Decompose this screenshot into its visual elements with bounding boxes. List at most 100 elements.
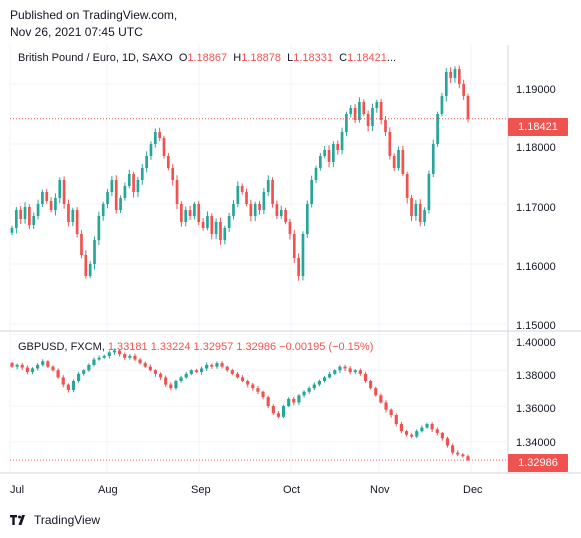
candle-body (93, 240, 96, 264)
published-date: Nov 26, 2021 07:45 UTC (10, 25, 143, 39)
candle-body (323, 150, 327, 156)
x-tick-sep: Sep (191, 484, 211, 496)
candle-body (371, 108, 374, 126)
candle-body (388, 132, 392, 156)
candle-body (62, 180, 66, 204)
candle-body (28, 207, 31, 225)
top-open: 1.18867 (187, 52, 228, 64)
candle-body (174, 381, 178, 389)
top-low: 1.18331 (293, 52, 333, 64)
candle-body (189, 370, 193, 374)
candle-body (214, 222, 218, 234)
candle-body (87, 364, 91, 371)
candle-body (292, 234, 296, 258)
candle-body (138, 359, 142, 364)
candle-body (256, 388, 260, 392)
candle-body (158, 132, 162, 138)
candle-body (384, 402, 388, 410)
candle-body (106, 192, 109, 204)
candle-body (245, 192, 248, 204)
candle-body (210, 364, 214, 367)
candle-body (312, 384, 316, 389)
candle-body (220, 363, 224, 367)
candle-body (112, 350, 117, 353)
candle-body (451, 445, 455, 453)
candle-body (343, 366, 347, 369)
candle-body (36, 204, 40, 216)
candle-body (340, 132, 344, 150)
x-tick-jul: Jul (10, 484, 25, 496)
candle-body (119, 198, 122, 210)
candle-body (249, 204, 253, 216)
candle-body (379, 395, 383, 403)
candle-body (36, 364, 40, 369)
candle-body (158, 373, 163, 378)
candle-body (206, 216, 209, 228)
candle-body (49, 201, 53, 210)
candle-body (41, 192, 44, 204)
candle-body (392, 156, 396, 168)
candle-body (301, 234, 305, 276)
candle-body (266, 180, 270, 192)
candle-body (369, 381, 373, 389)
candle-body (123, 186, 127, 198)
top-legend: British Pound / Euro, 1D, SAXO O1.18867 … (18, 52, 396, 64)
candle-body (427, 174, 431, 210)
top-high: 1.18878 (241, 52, 281, 64)
candle-body (453, 69, 457, 78)
candle-body (92, 359, 96, 365)
candle-body (61, 377, 65, 385)
candle-body (362, 102, 366, 114)
bottom-y-tick: 1.38000 (516, 370, 556, 382)
candle-body (284, 210, 287, 222)
candle-body (462, 84, 466, 96)
candle-body (401, 150, 405, 174)
candle-body (232, 204, 235, 216)
candle-body (10, 363, 14, 367)
candle-body (423, 210, 426, 222)
candle-body (143, 363, 147, 367)
candle-body (404, 431, 409, 435)
candle-body (287, 398, 291, 407)
candle-body (445, 438, 450, 446)
candle-body (149, 144, 153, 156)
candle-body (440, 96, 444, 114)
candle-body (133, 355, 137, 360)
top-y-tick: 1.16000 (516, 261, 556, 273)
top-l-label: L (287, 52, 294, 64)
candle-body (188, 210, 192, 216)
candle-body (456, 452, 460, 455)
candle-body (253, 204, 257, 216)
candle-body (84, 255, 88, 276)
candle-body (271, 406, 275, 414)
candle-body (266, 397, 270, 407)
candle-body (114, 180, 118, 210)
candle-body (88, 264, 92, 276)
top-o-label: O (178, 52, 188, 64)
candle-body (97, 357, 101, 360)
candle-body (449, 72, 452, 78)
candle-body (80, 234, 83, 255)
candle-body (251, 384, 255, 389)
candle-body (317, 381, 322, 385)
candle-body (246, 381, 250, 385)
candle-body (302, 391, 306, 396)
bottom-change: −0.00195 (−0.15%) (279, 341, 374, 353)
bottom-close: 1.32986 (236, 341, 277, 353)
top-h-label: H (233, 52, 242, 64)
candle-body (397, 150, 400, 168)
top-y-tick: 1.17000 (516, 202, 556, 214)
candle-body (279, 210, 283, 216)
candle-body (236, 186, 240, 204)
candle-body (118, 350, 122, 355)
bottom-last-price-tag: 1.32986 (508, 454, 568, 472)
bottom-high: 1.33224 (150, 341, 191, 353)
candle-body (307, 388, 311, 392)
candle-body (51, 366, 55, 371)
candle-body (262, 192, 266, 210)
top-y-tick: 1.18000 (516, 142, 556, 154)
candle-body (136, 180, 140, 192)
candle-body (197, 204, 201, 222)
published-line: Published on TradingView.com, (10, 8, 178, 22)
candle-body (271, 180, 274, 204)
